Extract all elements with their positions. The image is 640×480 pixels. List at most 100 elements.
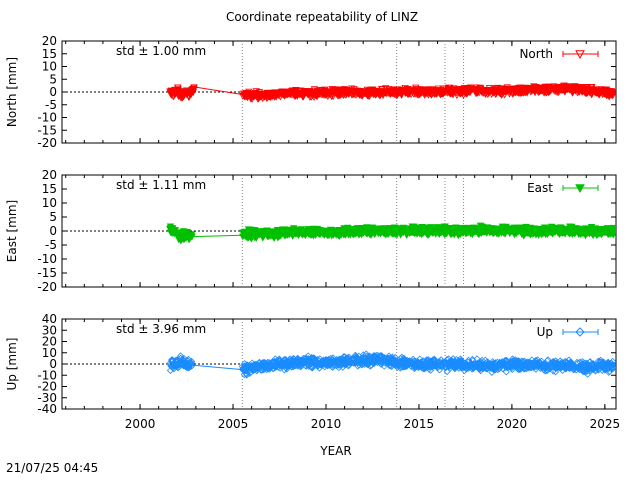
data-point [304,352,312,360]
data-point [268,232,277,240]
data-point [363,88,371,96]
data-point [271,363,279,371]
data-point [259,232,267,240]
data-point [609,357,616,365]
data-point [348,92,356,99]
data-point [242,370,250,378]
data-point [410,357,418,365]
y-tick-label: 20 [42,168,57,182]
data-point [329,89,338,96]
data-point [292,229,300,237]
data-point [515,365,523,374]
data-point [354,354,362,362]
data-point [341,353,349,361]
data-point [378,359,387,367]
data-point [389,228,398,235]
data-point [343,355,351,363]
data-point [183,228,192,236]
data-point [609,361,616,369]
data-point [398,90,406,98]
data-point [367,88,376,96]
y-tick-label: -20 [37,280,57,294]
data-point [405,225,413,233]
data-point [513,225,521,233]
data-point [434,230,443,238]
series-up [166,350,616,379]
data-point [569,84,578,92]
std-annotation: std ± 1.00 mm [116,44,206,58]
data-point [239,90,248,98]
y-tick-label: -20 [37,136,57,150]
y-tick-label: -40 [37,402,57,416]
data-point [288,363,296,371]
data-point [538,88,546,95]
y-tick-label: 30 [42,323,57,337]
data-point [557,362,565,370]
data-point [556,227,564,235]
data-point [350,91,358,99]
data-point [508,362,516,370]
data-point [510,87,519,95]
data-point [362,358,370,366]
data-point [607,227,616,235]
series-east [166,222,616,245]
data-point [508,365,516,374]
data-point [476,358,484,366]
data-point [435,366,444,374]
data-point [397,229,406,237]
data-point [481,91,490,98]
data-point [405,360,413,368]
data-point [535,361,543,369]
data-point [364,358,372,366]
data-point [426,90,435,98]
data-point [305,91,313,98]
data-point [521,86,529,94]
data-point [502,368,510,376]
data-point [522,363,530,371]
data-point [189,89,197,96]
data-point [359,351,367,359]
data-point [349,355,358,363]
data-point [574,84,582,91]
legend-marker [575,50,585,60]
data-point [605,368,613,376]
data-point [345,361,353,369]
data-point [550,359,558,367]
data-point [585,228,593,236]
data-point [442,360,450,368]
data-point [400,363,408,371]
y-tick-label: -10 [37,252,57,266]
data-point [548,361,556,369]
data-point [280,232,288,239]
data-point [596,362,604,370]
data-point [167,91,176,99]
data-point [274,233,282,241]
data-point [434,363,442,372]
data-point [445,84,454,92]
y-tick-label: -10 [37,368,57,382]
data-point [269,92,278,100]
legend-marker [575,184,585,194]
data-point [591,367,599,375]
data-point [185,94,193,101]
data-point [535,226,543,234]
data-point [387,88,396,95]
data-point [289,360,297,368]
y-axis-label: East [mm] [5,200,19,262]
y-tick-label: -15 [37,266,57,280]
data-point [604,362,612,370]
data-point [457,227,466,235]
data-point [512,230,520,238]
data-point [495,360,503,368]
y-tick-label: 15 [42,182,57,196]
data-point [295,361,303,369]
y-tick-label: 5 [49,72,57,86]
data-point [410,91,418,98]
data-point [317,361,325,369]
data-point [400,354,408,363]
data-point [366,226,375,233]
data-point [478,89,486,96]
